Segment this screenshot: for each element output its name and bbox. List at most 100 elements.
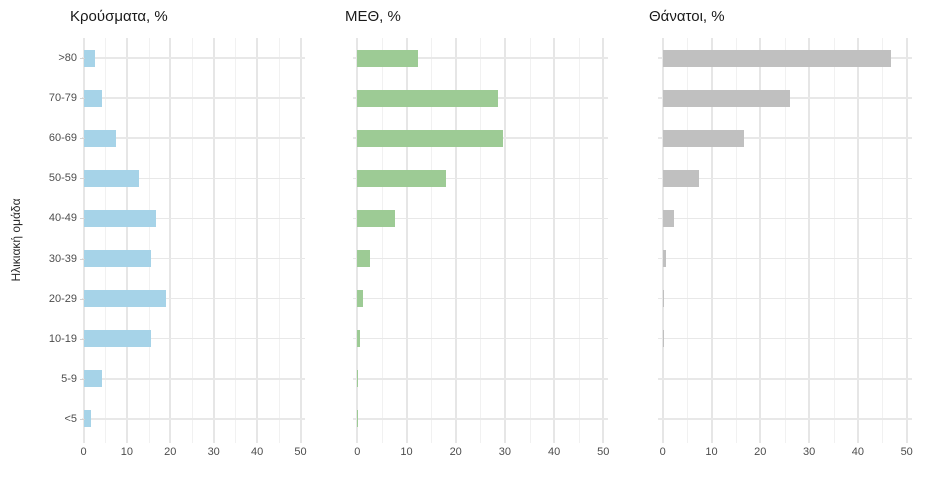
row-gridline: [82, 217, 305, 220]
x-tick-label: 50: [597, 446, 610, 458]
major-gridline: [602, 38, 605, 443]
major-gridline: [299, 38, 302, 443]
major-gridline: [405, 38, 408, 443]
minor-gridline: [687, 38, 689, 443]
minor-gridline: [882, 38, 884, 443]
bar-20-29: [357, 290, 363, 308]
bar-40-49: [357, 209, 396, 227]
major-gridline: [256, 38, 259, 443]
minor-gridline: [480, 38, 482, 443]
row-gridline: [353, 378, 608, 380]
major-gridline: [661, 38, 664, 443]
major-gridline: [82, 38, 85, 443]
row-gridline: [658, 257, 912, 260]
row-gridline: [353, 297, 608, 300]
row-gridline: [82, 257, 305, 260]
major-gridline: [905, 38, 908, 443]
major-gridline: [553, 38, 556, 443]
panel-icu: [353, 38, 608, 443]
major-gridline: [808, 38, 811, 443]
minor-gridline: [235, 38, 237, 443]
bar-70-79: [662, 89, 791, 107]
bar-50-59: [662, 169, 699, 187]
age-group-label: 40-49: [48, 212, 77, 225]
bar-20-29: [83, 290, 166, 308]
row-gridline: [658, 378, 912, 380]
age-group-label: <5: [64, 412, 77, 425]
major-gridline: [710, 38, 713, 443]
bar-50-59: [357, 169, 446, 187]
major-gridline: [503, 38, 506, 443]
y-axis-tick: [80, 418, 85, 420]
major-gridline: [356, 38, 359, 443]
minor-gridline: [833, 38, 835, 443]
bar-70-79: [357, 89, 498, 107]
bar-60-69: [83, 129, 116, 147]
x-tick-label: 50: [900, 446, 913, 458]
x-tick-label: 0: [80, 446, 87, 458]
y-axis-tick: [80, 138, 85, 140]
minor-gridline: [578, 38, 580, 443]
bar-<5: [357, 410, 359, 428]
bar-5-9: [83, 370, 102, 388]
row-gridline: [82, 177, 305, 180]
row-gridline: [353, 337, 608, 340]
age-group-label: 70-79: [48, 92, 77, 105]
age-group-label: 30-39: [48, 252, 77, 265]
x-tick-label: 50: [294, 446, 307, 458]
row-gridline: [658, 137, 912, 139]
row-gridline: [353, 217, 608, 220]
row-gridline: [658, 177, 912, 180]
age-group-label: 60-69: [48, 132, 77, 145]
x-tick-label: 40: [547, 446, 561, 458]
age-group-label: 5-9: [61, 372, 77, 385]
bar-40-49: [662, 209, 674, 227]
bar-10-19: [357, 330, 360, 348]
bar->80: [662, 49, 891, 67]
panel-cases: [82, 38, 305, 443]
x-tick-label: 30: [802, 446, 816, 458]
x-tick-label: 0: [354, 446, 361, 458]
row-gridline: [353, 257, 608, 260]
minor-gridline: [784, 38, 786, 443]
x-tick-label: 0: [659, 446, 666, 458]
bar-40-49: [83, 209, 157, 227]
bar-30-39: [662, 250, 666, 267]
panel-title-deaths: Θάνατοι, %: [649, 8, 725, 25]
y-axis-tick: [80, 378, 85, 380]
x-tick-label: 20: [754, 446, 767, 458]
age-group-label: 50-59: [48, 172, 77, 185]
minor-gridline: [278, 38, 280, 443]
bar-60-69: [662, 129, 745, 147]
bar->80: [357, 49, 418, 67]
row-gridline: [353, 177, 608, 180]
bar-<5: [83, 410, 92, 428]
major-gridline: [759, 38, 762, 443]
minor-gridline: [431, 38, 433, 443]
bar-70-79: [83, 89, 102, 107]
row-gridline: [82, 297, 305, 300]
y-axis-tick: [80, 338, 85, 340]
bar-30-39: [83, 250, 152, 267]
panel-deaths: [658, 38, 912, 443]
row-gridline: [82, 137, 305, 139]
bar-50-59: [83, 169, 140, 187]
row-gridline: [82, 337, 305, 340]
panel-title-icu: ΜΕΘ, %: [345, 8, 401, 25]
x-tick-label: 20: [164, 446, 177, 458]
major-gridline: [125, 38, 128, 443]
x-tick-label: 40: [250, 446, 264, 458]
age-group-label: 10-19: [48, 332, 77, 345]
x-tick-label: 20: [449, 446, 462, 458]
row-gridline: [82, 418, 305, 420]
minor-gridline: [192, 38, 193, 443]
row-gridline: [658, 297, 912, 300]
bar-5-9: [357, 370, 359, 388]
y-axis-tick: [80, 178, 85, 180]
minor-gridline: [381, 38, 383, 443]
row-gridline: [82, 97, 305, 99]
row-gridline: [658, 217, 912, 220]
x-tick-label: 30: [498, 446, 512, 458]
age-group-label: 20-29: [48, 292, 77, 305]
x-tick-label: 10: [400, 446, 413, 458]
